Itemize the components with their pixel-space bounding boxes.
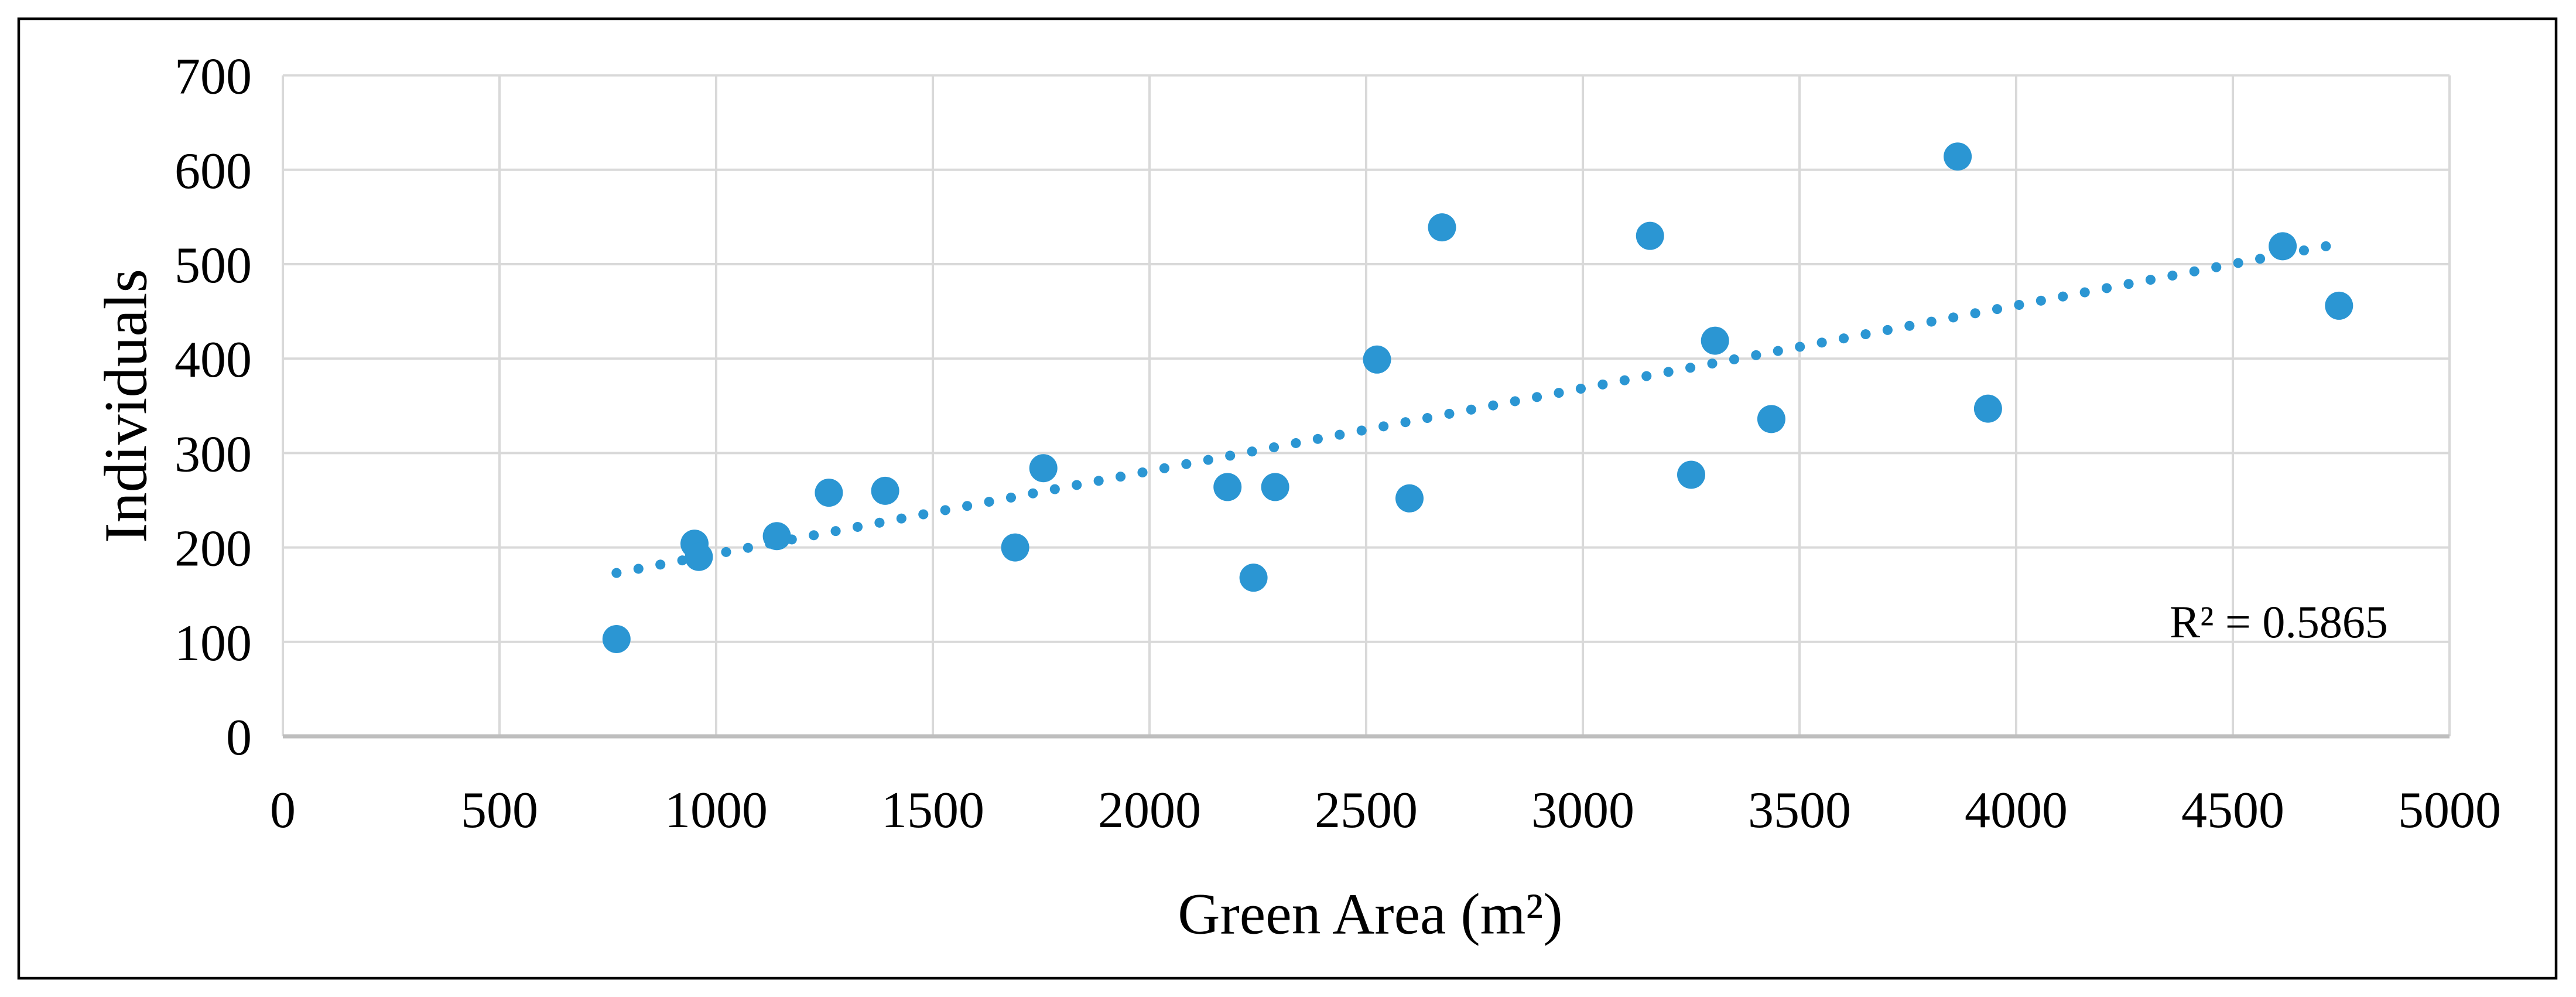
y-tick-label: 500 (175, 237, 252, 294)
x-tick-label: 500 (461, 782, 538, 839)
data-point (1239, 564, 1268, 592)
data-point (1395, 484, 1424, 513)
x-tick-label: 0 (270, 782, 296, 839)
data-point (1213, 473, 1242, 501)
y-tick-label: 400 (175, 332, 252, 388)
data-point (815, 479, 843, 507)
data-point (2269, 232, 2297, 261)
data-point (1944, 142, 1972, 171)
y-tick-label: 300 (175, 426, 252, 483)
data-point (1636, 221, 1664, 250)
data-point (1001, 533, 1029, 562)
data-point (1701, 326, 1729, 355)
data-point (1363, 345, 1391, 374)
figure-border (17, 17, 2558, 980)
x-tick-label: 3000 (1531, 782, 1634, 839)
x-tick-label: 1500 (881, 782, 984, 839)
data-point (2325, 291, 2353, 320)
data-point (871, 476, 899, 505)
data-point (1428, 213, 1456, 242)
data-point (1677, 460, 1705, 489)
x-axis-title: Green Area (m²) (1178, 881, 1563, 947)
x-tick-label: 2000 (1098, 782, 1201, 839)
x-tick-label: 4500 (2181, 782, 2284, 839)
r-squared-annotation: R² = 0.5865 (2170, 596, 2388, 647)
x-tick-label: 5000 (2398, 782, 2501, 839)
y-axis-title: Individuals (92, 269, 160, 543)
x-tick-label: 4000 (1965, 782, 2068, 839)
data-point (762, 522, 791, 551)
data-point (685, 542, 713, 571)
y-tick-label: 700 (175, 49, 252, 105)
trendline (611, 240, 2336, 578)
y-tick-label: 200 (175, 521, 252, 578)
data-point (1973, 394, 2002, 423)
y-tick-label: 600 (175, 143, 252, 200)
data-point (602, 624, 631, 653)
data-point (1029, 454, 1058, 483)
y-tick-label: 100 (175, 615, 252, 672)
data-point (1757, 405, 1785, 433)
data-point (1261, 473, 1289, 501)
y-tick-label: 0 (226, 709, 252, 766)
x-tick-label: 3500 (1748, 782, 1851, 839)
x-tick-label: 1000 (665, 782, 768, 839)
x-tick-label: 2500 (1315, 782, 1418, 839)
